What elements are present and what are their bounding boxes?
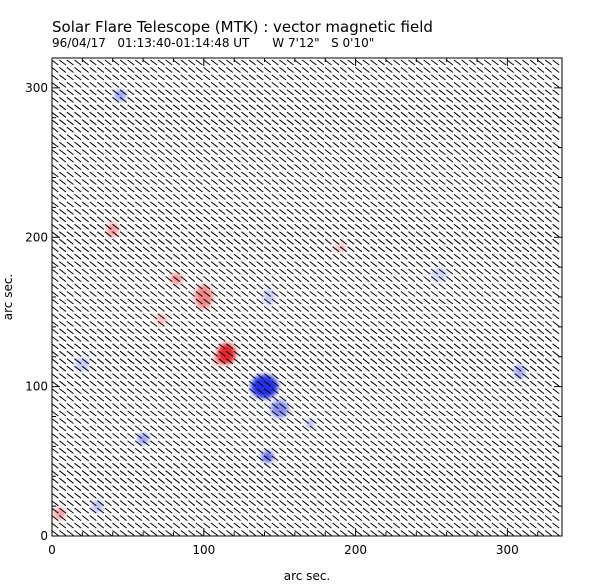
x-tick-label: 300 xyxy=(496,543,519,557)
x-tick-label: 200 xyxy=(344,543,367,557)
y-tick-label: 100 xyxy=(25,380,48,394)
y-tick-label: 0 xyxy=(40,529,48,543)
negative-polarity-region xyxy=(261,450,274,463)
negative-polarity-region xyxy=(270,400,289,418)
positive-polarity-region xyxy=(106,222,119,238)
x-tick-label: 100 xyxy=(192,543,215,557)
x-tick-label: 0 xyxy=(48,543,56,557)
magnetic-field-colormap xyxy=(53,89,526,520)
field-vector-segments xyxy=(52,59,560,536)
y-tick-label: 200 xyxy=(25,230,48,244)
negative-polarity-region xyxy=(429,267,449,283)
negative-polarity-region xyxy=(250,374,279,399)
y-tick-label: 300 xyxy=(25,81,48,95)
negative-polarity-region xyxy=(305,419,315,429)
positive-polarity-region xyxy=(334,243,347,253)
field-vectors xyxy=(52,59,560,536)
chart-title: Solar Flare Telescope (MTK) : vector mag… xyxy=(52,18,433,36)
negative-polarity-region xyxy=(74,356,90,372)
plot-area xyxy=(52,59,560,536)
x-axis-label: arc sec. xyxy=(284,569,330,583)
axis-ticks: 0 100 200 300 0 100 200 300 xyxy=(25,57,562,557)
y-axis-label: arc sec. xyxy=(1,274,15,320)
positive-polarity-region xyxy=(212,353,226,366)
chart-subtitle: 96/04/17 01:13:40-01:14:48 UT W 7'12" S … xyxy=(52,36,374,50)
positive-polarity-region xyxy=(155,313,168,326)
